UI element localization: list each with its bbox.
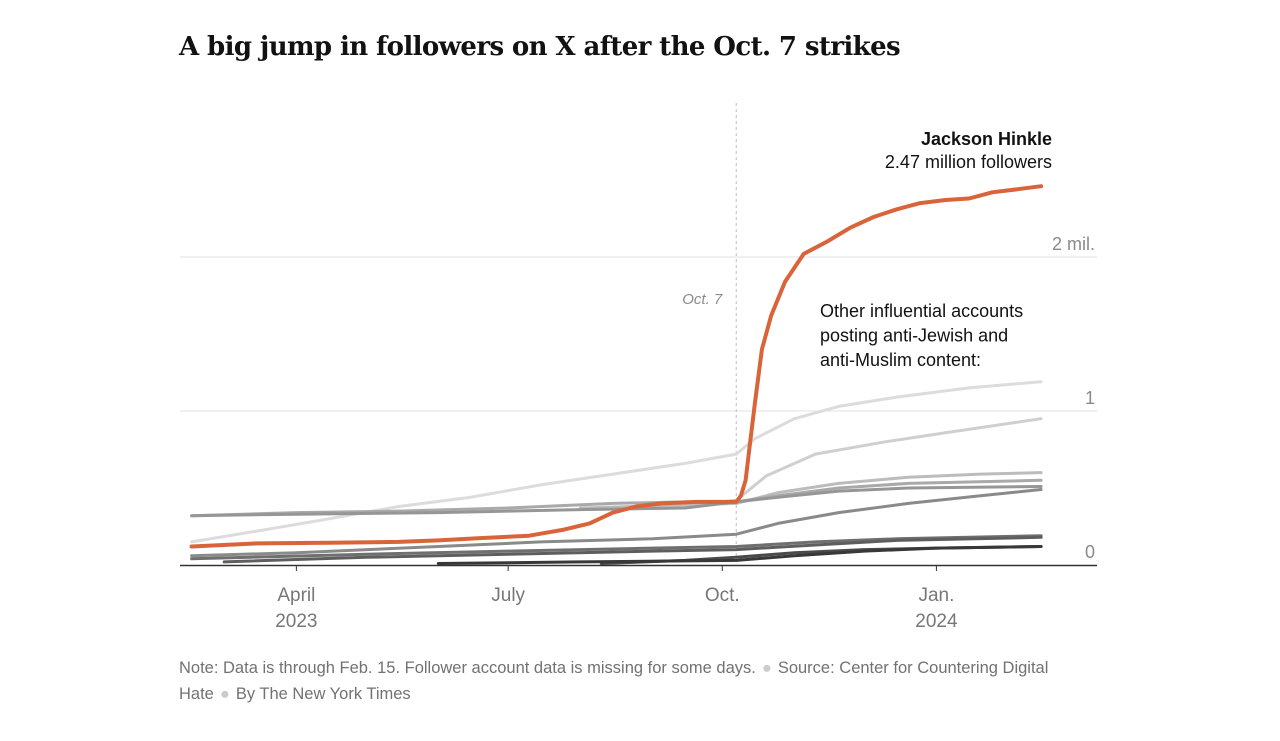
x-axis-ticks: April 2023 July Oct. Jan. 2024 <box>275 565 958 632</box>
jackson-hinkle-value: 2.47 million followers <box>885 152 1052 172</box>
y-gridlines <box>180 256 1097 412</box>
separator-dot: ● <box>761 659 772 677</box>
other-account-line <box>190 534 1043 561</box>
x-tick-label: April <box>277 585 315 606</box>
other-accounts-label-line: posting anti-Jewish and <box>820 326 1008 346</box>
other-accounts-lines <box>190 380 1043 565</box>
other-account-line <box>436 545 1043 565</box>
y-axis-labels: 0 1 2 mil. <box>1052 234 1095 562</box>
other-account-line <box>222 535 1043 564</box>
jackson-hinkle-line <box>189 184 1044 549</box>
other-account-line <box>190 485 1043 518</box>
other-account-line <box>578 471 1043 510</box>
x-tick-year: 2024 <box>915 611 958 632</box>
y-tick-label: 2 mil. <box>1052 234 1095 254</box>
other-accounts-label-line: Other influential accounts <box>820 301 1023 321</box>
x-tick-label: Jan. <box>918 585 954 606</box>
footnote-credit: By The New York Times <box>235 685 411 703</box>
footnote-note: Note: Data is through Feb. 15. Follower … <box>179 659 756 677</box>
y-tick-label: 1 <box>1085 388 1095 408</box>
oct-7-marker-label: Oct. 7 <box>682 291 723 308</box>
footnote-source: Source: Center for Countering Digital Ha… <box>179 659 1049 703</box>
x-tick-label: July <box>491 585 525 606</box>
chart-title: A big jump in followers on X after the O… <box>179 32 901 62</box>
separator-dot: ● <box>219 685 230 703</box>
other-accounts-label: Other influential accounts posting anti-J… <box>820 301 1023 370</box>
jackson-hinkle-label: Jackson Hinkle <box>921 129 1052 149</box>
other-account-line <box>190 488 1043 558</box>
footnote: Note: Data is through Feb. 15. Follower … <box>179 655 1079 707</box>
other-account-line <box>190 380 1043 544</box>
x-tick-label: Oct. <box>705 585 740 606</box>
x-tick-year: 2023 <box>275 611 317 632</box>
y-tick-label: 0 <box>1085 542 1095 562</box>
other-accounts-label-line: anti-Muslim content: <box>820 350 981 370</box>
